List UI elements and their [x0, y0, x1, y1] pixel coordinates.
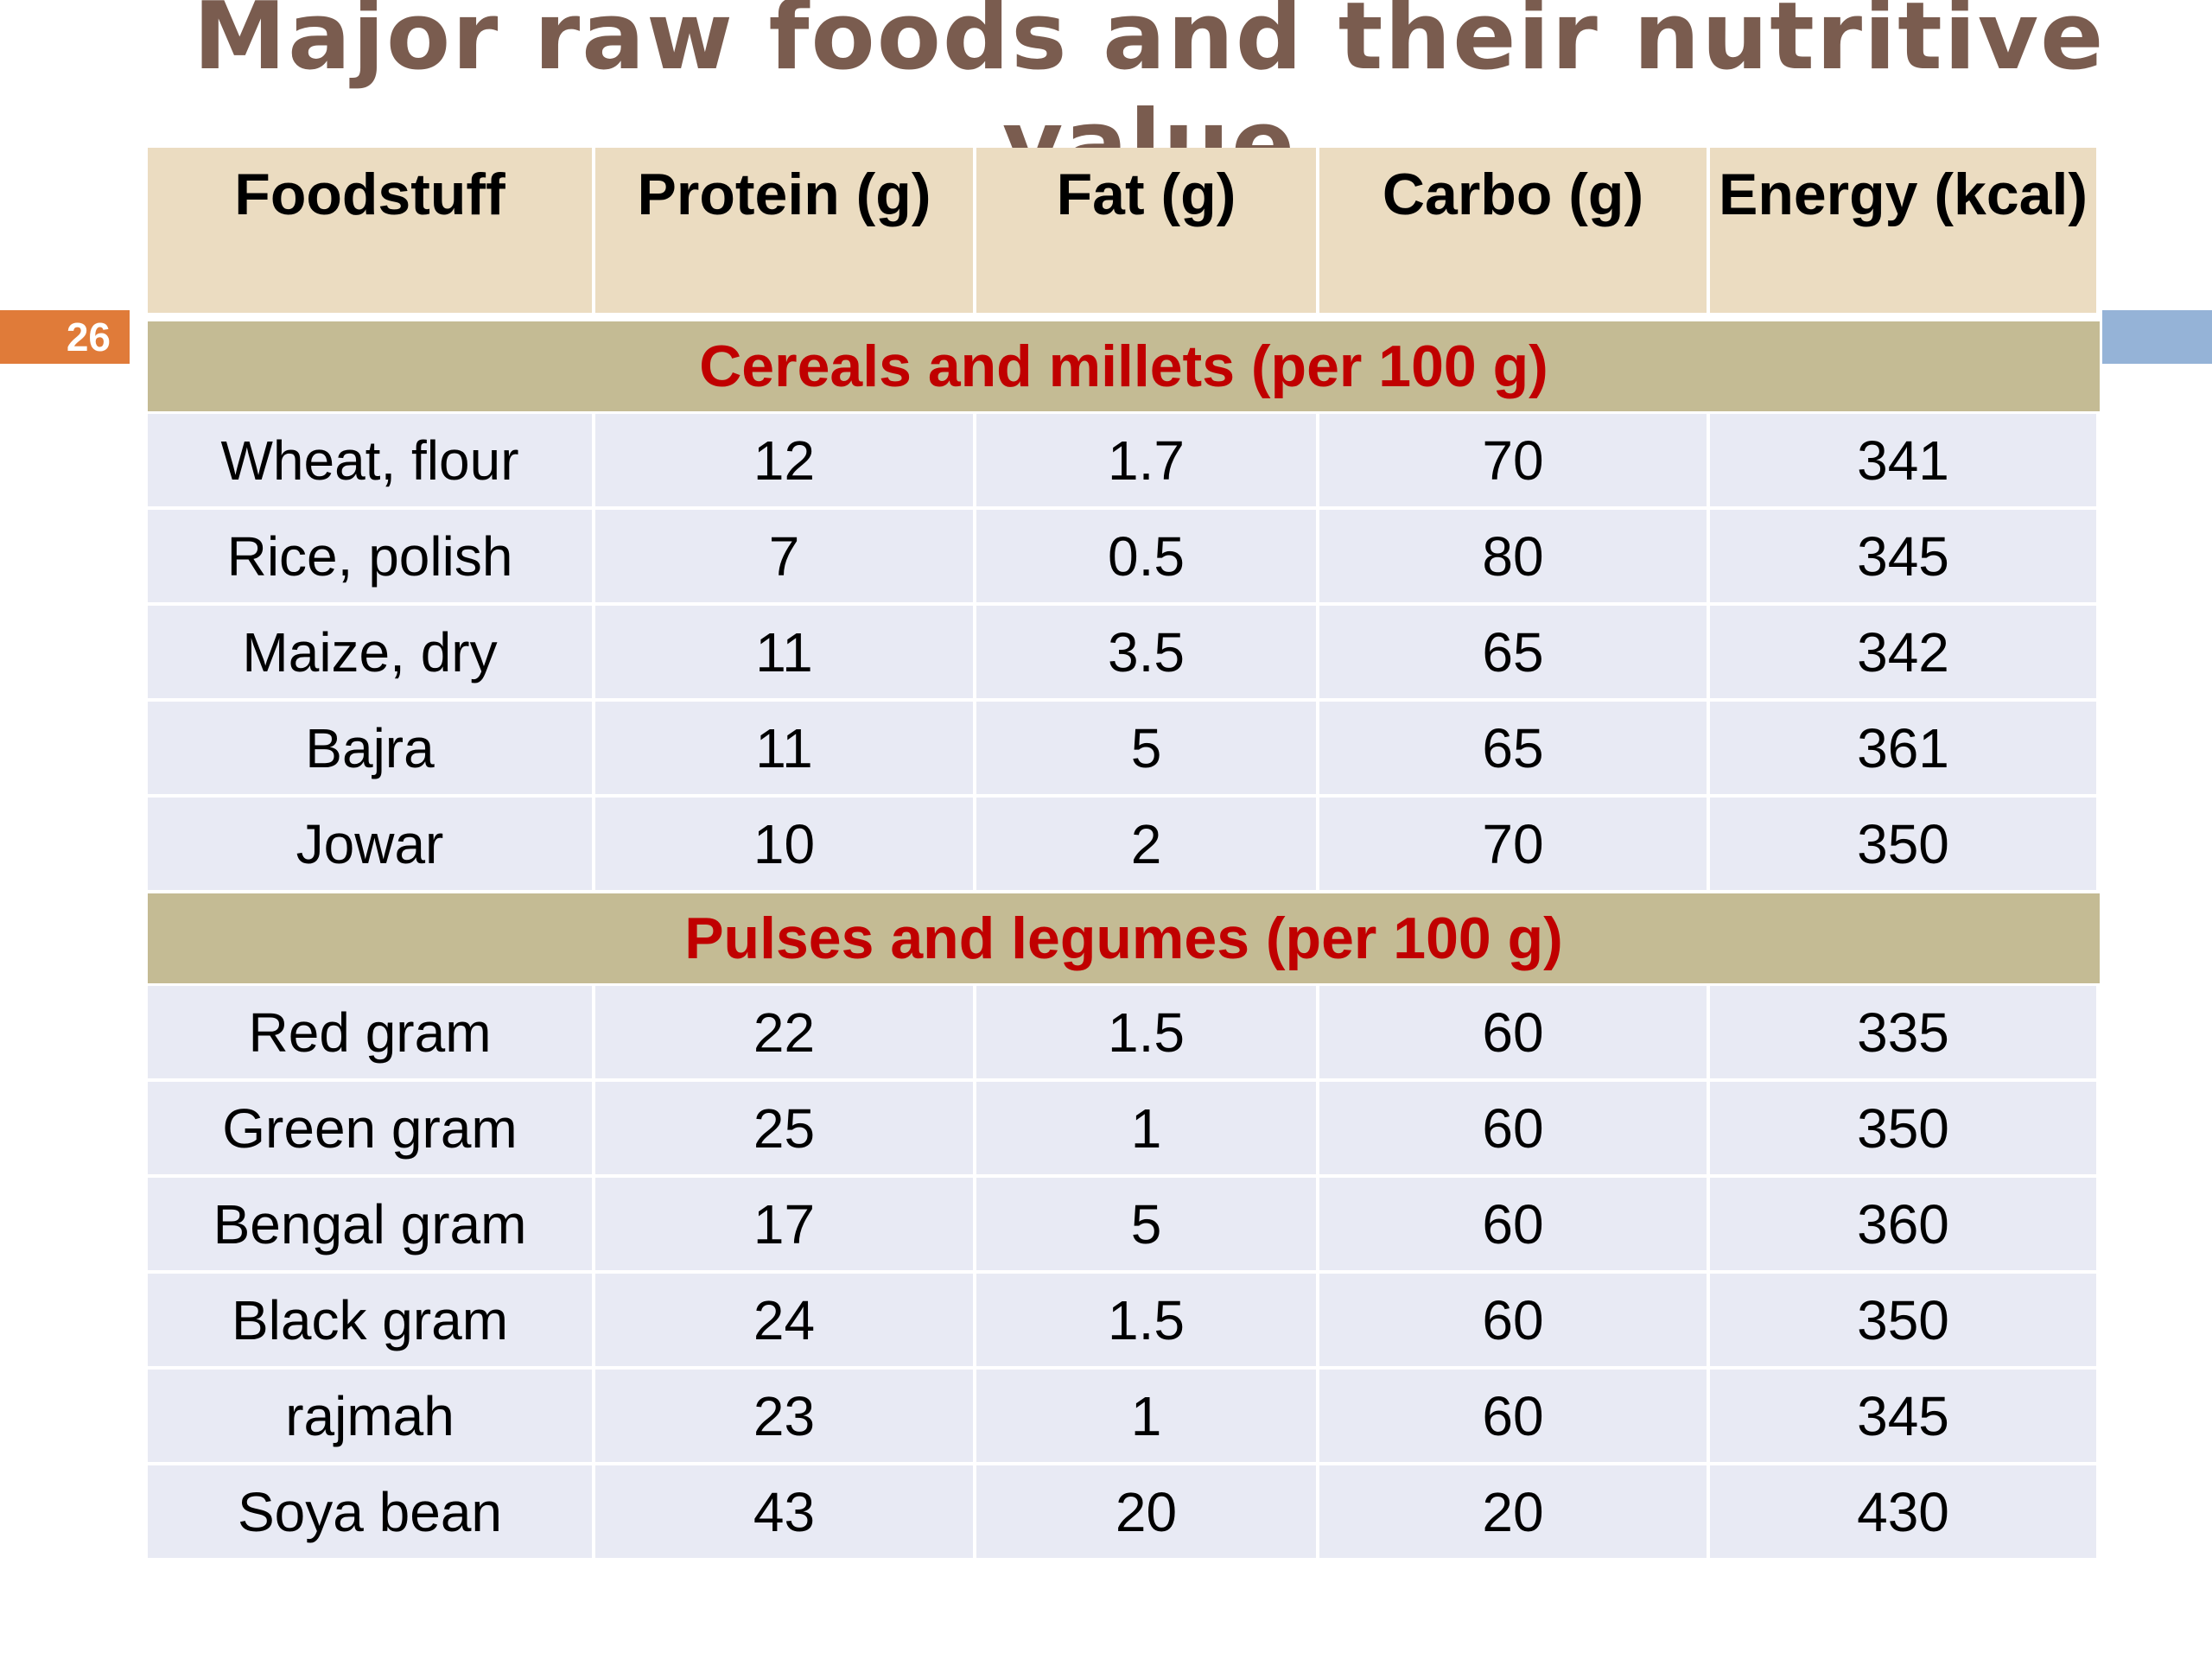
- table-cell: 70: [1319, 414, 1707, 506]
- table-cell: Soya bean: [148, 1465, 592, 1558]
- table-cell: 1.7: [976, 414, 1316, 506]
- table-cell: 1: [976, 1082, 1316, 1174]
- table-cell: 60: [1319, 986, 1707, 1078]
- table-cell: 22: [595, 986, 973, 1078]
- table-cell: 360: [1710, 1178, 2096, 1270]
- table-cell: 60: [1319, 1082, 1707, 1174]
- header-cell: Energy (kcal): [1710, 148, 2096, 313]
- header-cell: Fat (g): [976, 148, 1316, 313]
- table-cell: 1: [976, 1370, 1316, 1462]
- table-cell: 10: [595, 798, 973, 890]
- table-cell: 1.5: [976, 1274, 1316, 1366]
- table-cell: Wheat, flour: [148, 414, 592, 506]
- table-cell: 23: [595, 1370, 973, 1462]
- header-cell: Carbo (g): [1319, 148, 1707, 313]
- table-cell: 7: [595, 510, 973, 602]
- table-cell: 60: [1319, 1274, 1707, 1366]
- table-cell: 350: [1710, 1274, 2096, 1366]
- table-cell: Black gram: [148, 1274, 592, 1366]
- table-cell: 3.5: [976, 606, 1316, 698]
- table-cell: 60: [1319, 1370, 1707, 1462]
- table-cell: Jowar: [148, 798, 592, 890]
- table-cell: 361: [1710, 702, 2096, 794]
- table-cell: 345: [1710, 510, 2096, 602]
- table-cell: 60: [1319, 1178, 1707, 1270]
- section-title: Pulses and legumes (per 100 g): [148, 893, 2100, 983]
- table-cell: Rice, polish: [148, 510, 592, 602]
- table-cell: 65: [1319, 702, 1707, 794]
- header-cell: Foodstuff: [148, 148, 592, 313]
- table-cell: 25: [595, 1082, 973, 1174]
- table-cell: rajmah: [148, 1370, 592, 1462]
- table-cell: 70: [1319, 798, 1707, 890]
- table-cell: 11: [595, 702, 973, 794]
- accent-bar: [2102, 310, 2212, 364]
- slide-number: 26: [0, 310, 130, 364]
- table-cell: 341: [1710, 414, 2096, 506]
- table-cell: 5: [976, 1178, 1316, 1270]
- table-cell: 43: [595, 1465, 973, 1558]
- table-cell: 5: [976, 702, 1316, 794]
- table-cell: Bajra: [148, 702, 592, 794]
- table-cell: 2: [976, 798, 1316, 890]
- table-cell: 24: [595, 1274, 973, 1366]
- header-cell: Protein (g): [595, 148, 973, 313]
- table-cell: 430: [1710, 1465, 2096, 1558]
- table-cell: 335: [1710, 986, 2096, 1078]
- table-cell: 65: [1319, 606, 1707, 698]
- table-cell: Green gram: [148, 1082, 592, 1174]
- table-cell: Red gram: [148, 986, 592, 1078]
- table-cell: Maize, dry: [148, 606, 592, 698]
- title: Major raw foods and their nutritive valu…: [193, 0, 2106, 199]
- table-cell: Bengal gram: [148, 1178, 592, 1270]
- table-cell: 350: [1710, 798, 2096, 890]
- table-cell: 350: [1710, 1082, 2096, 1174]
- table-cell: 1.5: [976, 986, 1316, 1078]
- table-cell: 11: [595, 606, 973, 698]
- table-cell: 80: [1319, 510, 1707, 602]
- table-cell: 0.5: [976, 510, 1316, 602]
- table-cell: 12: [595, 414, 973, 506]
- table-cell: 20: [976, 1465, 1316, 1558]
- table-cell: 342: [1710, 606, 2096, 698]
- table-cell: 345: [1710, 1370, 2096, 1462]
- table-cell: 20: [1319, 1465, 1707, 1558]
- section-title: Cereals and millets (per 100 g): [148, 321, 2100, 411]
- table-cell: 17: [595, 1178, 973, 1270]
